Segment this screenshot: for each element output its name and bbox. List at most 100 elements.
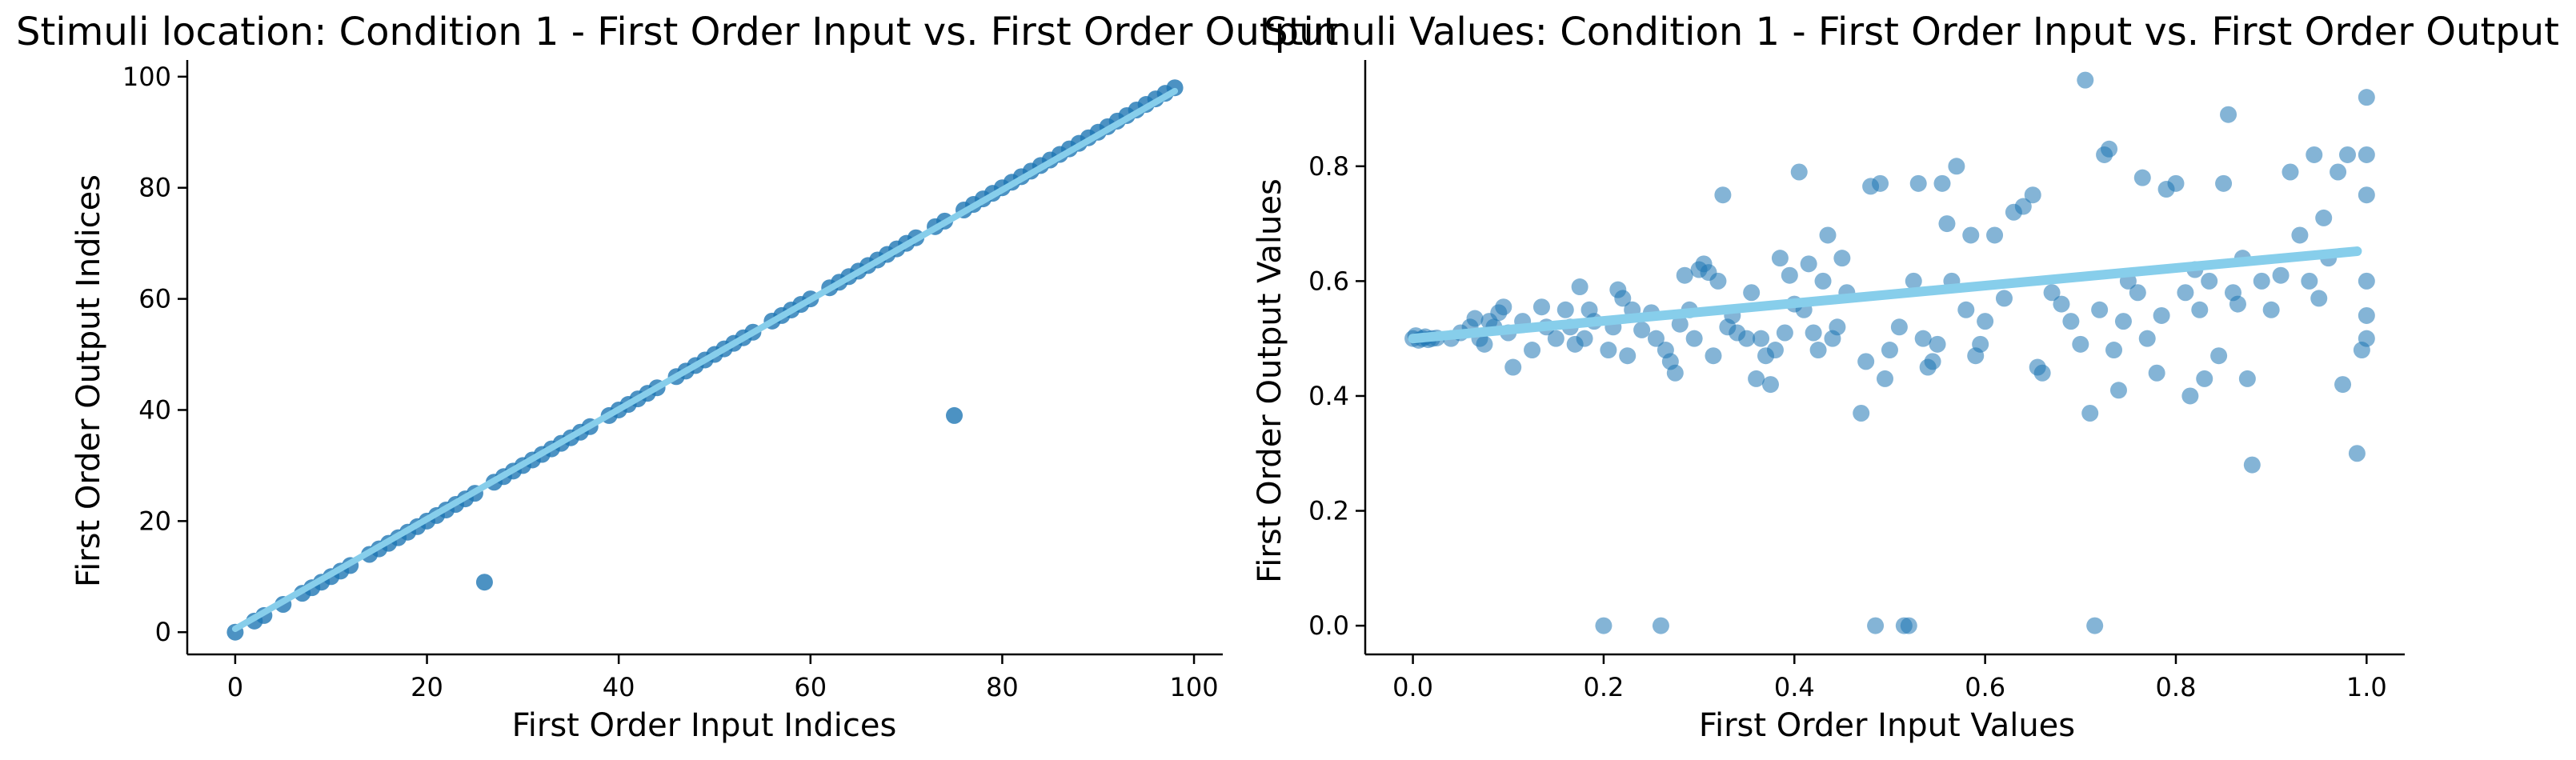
x-tick-label: 0.4 bbox=[1774, 672, 1815, 702]
data-point bbox=[2334, 376, 2352, 394]
x-tick-label: 100 bbox=[1170, 672, 1219, 702]
data-point bbox=[2062, 313, 2080, 330]
data-point bbox=[1962, 226, 1980, 244]
data-point bbox=[2301, 272, 2318, 290]
y-tick-label: 0.4 bbox=[1308, 381, 1349, 411]
data-point bbox=[2358, 306, 2375, 324]
data-point bbox=[2315, 209, 2333, 226]
data-point bbox=[1800, 255, 1817, 273]
x-tick-label: 0.6 bbox=[1965, 672, 2005, 702]
data-point bbox=[1738, 330, 1756, 347]
data-point bbox=[2330, 163, 2347, 181]
tick-layer: 0.0 0.2 0.4 0.6 0.8 1.0 0.0 0.2 0.4 0.6 0.8 bbox=[1308, 151, 2387, 702]
data-point bbox=[1867, 617, 1885, 634]
data-point bbox=[2210, 347, 2228, 365]
y-tick-label: 0.0 bbox=[1308, 610, 1349, 641]
data-point bbox=[1995, 290, 2013, 307]
data-points bbox=[1404, 71, 2375, 634]
data-point bbox=[1781, 266, 1798, 284]
data-point bbox=[2215, 174, 2233, 192]
x-tick-label: 0.0 bbox=[1392, 672, 1433, 702]
chart-title: Stimuli Values: Condition 1 - First Orde… bbox=[1264, 10, 2559, 54]
data-point bbox=[1814, 272, 1832, 290]
data-point bbox=[1714, 186, 1732, 204]
y-tick-label: 0 bbox=[155, 617, 171, 647]
data-point bbox=[2167, 174, 2185, 192]
data-point bbox=[2133, 169, 2151, 186]
data-point bbox=[1833, 250, 1851, 267]
y-tick-label: 0.6 bbox=[1308, 266, 1349, 296]
data-point bbox=[2196, 370, 2213, 387]
data-point bbox=[1890, 318, 1908, 336]
data-point bbox=[2081, 404, 2099, 422]
data-point bbox=[1466, 310, 1484, 327]
data-point bbox=[1809, 342, 1827, 359]
y-tick-label: 0.8 bbox=[1308, 151, 1349, 182]
data-point bbox=[1900, 617, 1917, 634]
data-point bbox=[1753, 330, 1770, 347]
data-point bbox=[2053, 295, 2070, 313]
left-scatter-panel: Stimuli location: Condition 1 - First Or… bbox=[16, 10, 1338, 744]
data-point bbox=[2177, 284, 2194, 302]
data-point bbox=[1924, 353, 1941, 370]
x-tick-label: 40 bbox=[603, 672, 635, 702]
data-point bbox=[946, 406, 963, 424]
data-point bbox=[1748, 370, 1765, 387]
data-point bbox=[1972, 335, 1989, 353]
data-point bbox=[1776, 324, 1793, 342]
data-point bbox=[1709, 272, 1727, 290]
data-point bbox=[2238, 370, 2256, 387]
y-tick-label: 60 bbox=[138, 284, 171, 314]
data-point bbox=[1761, 376, 1779, 394]
data-point bbox=[1685, 330, 1703, 347]
data-point bbox=[2101, 140, 2118, 158]
data-point bbox=[1938, 215, 1956, 233]
data-point bbox=[2358, 89, 2375, 106]
fit-line-layer bbox=[231, 87, 1179, 633]
data-point bbox=[1819, 226, 1837, 244]
data-point bbox=[2077, 71, 2094, 89]
data-point bbox=[1495, 298, 1512, 316]
data-point bbox=[2310, 290, 2328, 307]
data-point bbox=[1948, 158, 1965, 175]
data-point bbox=[1600, 342, 1617, 359]
y-tick-label: 40 bbox=[138, 394, 171, 425]
data-point bbox=[2339, 146, 2356, 163]
data-point bbox=[2129, 284, 2146, 302]
data-point bbox=[1676, 266, 1693, 284]
data-point bbox=[2014, 198, 2032, 215]
y-tick-label: 0.2 bbox=[1308, 496, 1349, 526]
data-point bbox=[1857, 353, 1875, 370]
data-point bbox=[2114, 313, 2132, 330]
data-point bbox=[2282, 163, 2299, 181]
data-point bbox=[2358, 146, 2375, 163]
data-point bbox=[1504, 358, 1522, 376]
fit-line-layer bbox=[1408, 246, 2362, 344]
data-point bbox=[1766, 342, 1784, 359]
data-point bbox=[1705, 347, 1722, 365]
data-point bbox=[1909, 174, 1927, 192]
data-point bbox=[1571, 278, 1588, 296]
data-point bbox=[2181, 387, 2199, 405]
data-point bbox=[2109, 382, 2127, 399]
data-point bbox=[2229, 295, 2246, 313]
data-point bbox=[1829, 318, 1846, 336]
y-tick-label: 20 bbox=[138, 506, 171, 536]
data-point bbox=[1524, 342, 1541, 359]
x-tick-label: 0.8 bbox=[2156, 672, 2197, 702]
data-point bbox=[1790, 163, 1808, 181]
data-point bbox=[2291, 226, 2309, 244]
data-point bbox=[2091, 301, 2109, 318]
x-axis-label: First Order Input Values bbox=[1699, 707, 2075, 744]
data-point bbox=[2358, 330, 2375, 347]
x-axis-label: First Order Input Indices bbox=[512, 707, 897, 744]
data-point bbox=[1877, 370, 1893, 387]
y-axis-label: First Order Output Values bbox=[1252, 178, 1288, 583]
data-point bbox=[1805, 324, 1822, 342]
data-point bbox=[2033, 364, 2051, 382]
data-point bbox=[1576, 330, 1593, 347]
data-point bbox=[1532, 298, 1550, 316]
y-tick-label: 100 bbox=[122, 62, 171, 92]
data-point bbox=[1977, 313, 1994, 330]
